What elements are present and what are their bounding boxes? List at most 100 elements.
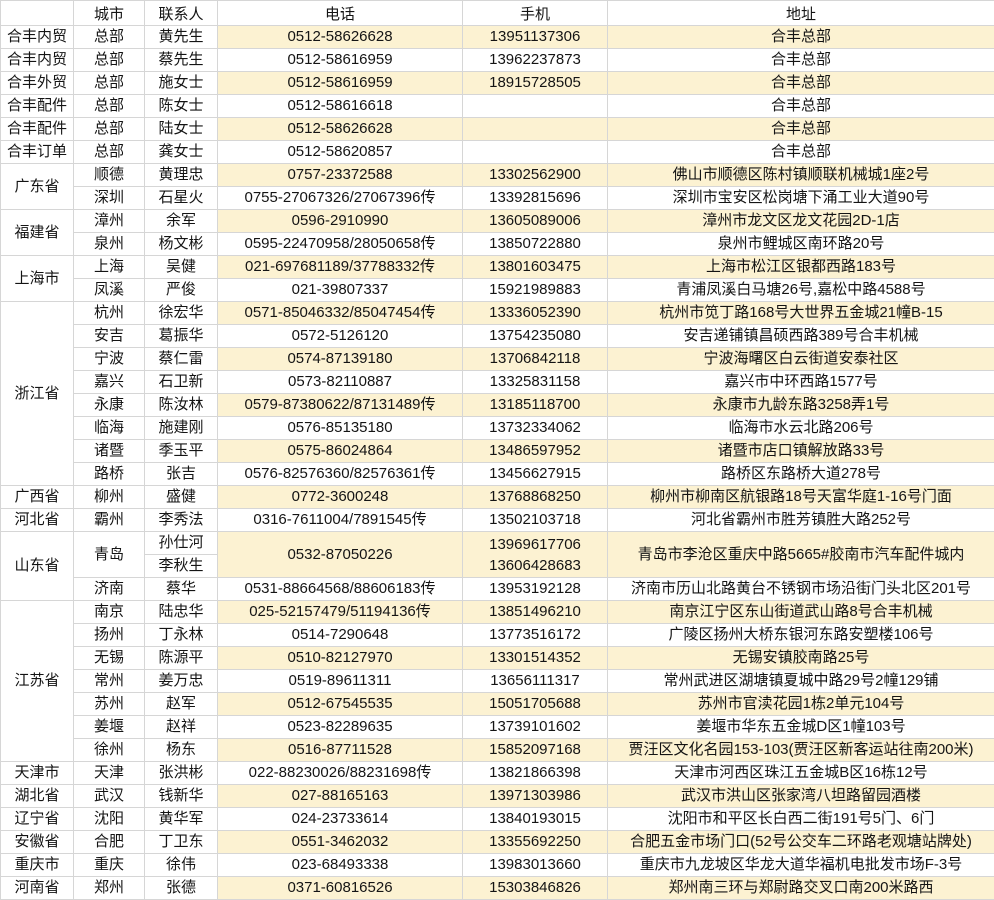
cell-phone[interactable]: 0574-87139180 [218, 348, 463, 371]
cell-region[interactable]: 合丰配件 [1, 95, 74, 118]
cell-city[interactable]: 顺德 [74, 164, 145, 187]
cell-contact[interactable]: 陈源平 [145, 647, 218, 670]
cell-addr[interactable]: 青浦凤溪白马塘26号,嘉松中路4588号 [608, 279, 994, 302]
cell-city[interactable]: 柳州 [74, 486, 145, 509]
cell-contact[interactable]: 吴健 [145, 256, 218, 279]
cell-mobile[interactable]: 13801603475 [463, 256, 608, 279]
cell-phone[interactable]: 0576-82576360/82576361传 [218, 463, 463, 486]
cell-mobile[interactable]: 13739101602 [463, 716, 608, 739]
cell-mobile[interactable]: 13456627915 [463, 463, 608, 486]
cell-addr[interactable]: 柳州市柳南区航银路18号天富华庭1-16号门面 [608, 486, 994, 509]
cell-phone[interactable]: 0575-86024864 [218, 440, 463, 463]
cell-mobile[interactable]: 13325831158 [463, 371, 608, 394]
cell-region[interactable]: 河南省 [1, 877, 74, 900]
cell-region[interactable]: 安徽省 [1, 831, 74, 854]
cell-contact[interactable]: 陆忠华 [145, 601, 218, 624]
cell-phone[interactable]: 025-52157479/51194136传 [218, 601, 463, 624]
cell-contact[interactable]: 陈汝林 [145, 394, 218, 417]
cell-contact[interactable]: 丁卫东 [145, 831, 218, 854]
cell-contact[interactable]: 钱新华 [145, 785, 218, 808]
cell-region[interactable]: 上海市 [1, 256, 74, 302]
cell-city[interactable]: 上海 [74, 256, 145, 279]
cell-contact[interactable]: 黄理忠 [145, 164, 218, 187]
cell-contact[interactable]: 蔡先生 [145, 49, 218, 72]
cell-mobile[interactable]: 13754235080 [463, 325, 608, 348]
cell-addr[interactable]: 青岛市李沧区重庆中路5665#胶南市汽车配件城内 [608, 532, 994, 578]
cell-contact[interactable]: 施女士 [145, 72, 218, 95]
cell-phone[interactable]: 0512-58626628 [218, 118, 463, 141]
cell-addr[interactable]: 沈阳市和平区长白西二街191号5门、6门 [608, 808, 994, 831]
cell-mobile[interactable]: 18915728505 [463, 72, 608, 95]
cell-phone[interactable]: 0516-87711528 [218, 739, 463, 762]
cell-region[interactable]: 江苏省 [1, 601, 74, 762]
cell-phone[interactable]: 0572-5126120 [218, 325, 463, 348]
cell-addr[interactable]: 天津市河西区珠江五金城B区16栋12号 [608, 762, 994, 785]
cell-phone[interactable]: 0772-3600248 [218, 486, 463, 509]
cell-addr[interactable]: 河北省霸州市胜芳镇胜大路252号 [608, 509, 994, 532]
cell-addr[interactable]: 泉州市鲤城区南环路20号 [608, 233, 994, 256]
cell-addr[interactable]: 上海市松江区银都西路183号 [608, 256, 994, 279]
cell-mobile[interactable]: 13768868250 [463, 486, 608, 509]
cell-contact[interactable]: 余军 [145, 210, 218, 233]
cell-phone[interactable]: 0512-58616959 [218, 49, 463, 72]
cell-addr[interactable]: 嘉兴市中环西路1577号 [608, 371, 994, 394]
header-city[interactable]: 城市 [74, 1, 145, 26]
cell-phone[interactable]: 0514-7290648 [218, 624, 463, 647]
cell-phone[interactable]: 0755-27067326/27067396传 [218, 187, 463, 210]
cell-contact[interactable]: 蔡仁雷 [145, 348, 218, 371]
cell-phone[interactable]: 021-697681189/37788332传 [218, 256, 463, 279]
cell-mobile[interactable] [463, 118, 608, 141]
cell-city[interactable]: 总部 [74, 95, 145, 118]
cell-region[interactable]: 辽宁省 [1, 808, 74, 831]
cell-mobile[interactable]: 13951137306 [463, 26, 608, 49]
header-contact[interactable]: 联系人 [145, 1, 218, 26]
cell-mobile[interactable]: 13773516172 [463, 624, 608, 647]
cell-region[interactable]: 湖北省 [1, 785, 74, 808]
cell-city[interactable]: 总部 [74, 72, 145, 95]
cell-mobile[interactable]: 13983013660 [463, 854, 608, 877]
cell-addr[interactable]: 武汉市洪山区张家湾八坦路留园酒楼 [608, 785, 994, 808]
cell-city[interactable]: 扬州 [74, 624, 145, 647]
cell-phone[interactable]: 0371-60816526 [218, 877, 463, 900]
cell-addr[interactable]: 合丰总部 [608, 26, 994, 49]
cell-phone[interactable]: 0531-88664568/88606183传 [218, 578, 463, 601]
cell-addr[interactable]: 合丰总部 [608, 72, 994, 95]
cell-region[interactable]: 福建省 [1, 210, 74, 256]
cell-addr[interactable]: 贾汪区文化名园153-103(贾汪区新客运站往南200米) [608, 739, 994, 762]
cell-city[interactable]: 路桥 [74, 463, 145, 486]
cell-contact[interactable]: 陈女士 [145, 95, 218, 118]
cell-contact[interactable]: 黄华军 [145, 808, 218, 831]
cell-mobile[interactable]: 13953192128 [463, 578, 608, 601]
cell-addr[interactable]: 佛山市顺德区陈村镇顺联机械城1座2号 [608, 164, 994, 187]
cell-contact[interactable]: 葛振华 [145, 325, 218, 348]
cell-mobile[interactable]: 13656111317 [463, 670, 608, 693]
cell-phone[interactable]: 0510-82127970 [218, 647, 463, 670]
cell-region[interactable]: 广西省 [1, 486, 74, 509]
cell-region[interactable]: 山东省 [1, 532, 74, 601]
cell-city[interactable]: 嘉兴 [74, 371, 145, 394]
cell-city[interactable]: 青岛 [74, 532, 145, 578]
cell-mobile[interactable]: 13605089006 [463, 210, 608, 233]
cell-city[interactable]: 泉州 [74, 233, 145, 256]
cell-phone[interactable]: 0551-3462032 [218, 831, 463, 854]
cell-mobile[interactable]: 13392815696 [463, 187, 608, 210]
cell-city[interactable]: 沈阳 [74, 808, 145, 831]
cell-contact[interactable]: 石卫新 [145, 371, 218, 394]
cell-mobile[interactable]: 13962237873 [463, 49, 608, 72]
cell-city[interactable]: 重庆 [74, 854, 145, 877]
cell-mobile[interactable]: 13301514352 [463, 647, 608, 670]
cell-contact[interactable]: 赵祥 [145, 716, 218, 739]
cell-city[interactable]: 济南 [74, 578, 145, 601]
header-address[interactable]: 地址 [608, 1, 994, 26]
cell-contact[interactable]: 蔡华 [145, 578, 218, 601]
cell-phone[interactable]: 027-88165163 [218, 785, 463, 808]
cell-addr[interactable]: 杭州市笕丁路168号大世界五金城21幢B-15 [608, 302, 994, 325]
cell-mobile[interactable]: 13850722880 [463, 233, 608, 256]
cell-phone[interactable]: 0571-85046332/85047454传 [218, 302, 463, 325]
cell-mobile[interactable]: 13706842118 [463, 348, 608, 371]
cell-contact[interactable]: 陆女士 [145, 118, 218, 141]
cell-city[interactable]: 永康 [74, 394, 145, 417]
cell-addr[interactable]: 合丰总部 [608, 49, 994, 72]
cell-addr[interactable]: 南京江宁区东山街道武山路8号合丰机械 [608, 601, 994, 624]
header-mobile[interactable]: 手机 [463, 1, 608, 26]
